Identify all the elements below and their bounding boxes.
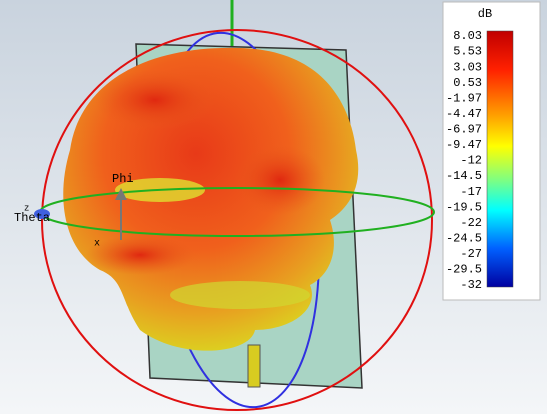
lobe-null bbox=[170, 281, 310, 309]
x-label: x bbox=[94, 239, 100, 250]
legend-label: -22 bbox=[460, 216, 482, 230]
legend-label: -1.97 bbox=[446, 91, 482, 105]
phi-label: Phi bbox=[112, 172, 134, 186]
lobe-highlight bbox=[85, 235, 195, 275]
legend-label: -4.47 bbox=[446, 107, 482, 121]
legend-label: -9.47 bbox=[446, 138, 482, 152]
legend-label: 5.53 bbox=[453, 45, 482, 59]
z-label: z bbox=[24, 203, 29, 213]
color-bar bbox=[486, 30, 514, 288]
legend-label: -29.5 bbox=[446, 263, 482, 277]
legend-label: 8.03 bbox=[453, 29, 482, 43]
legend-label: -14.5 bbox=[446, 169, 482, 183]
theta-marker bbox=[34, 209, 50, 219]
legend-label: 3.03 bbox=[453, 60, 482, 74]
legend-label: -24.5 bbox=[446, 231, 482, 245]
lobe-highlight bbox=[235, 145, 325, 215]
legend-label: -27 bbox=[460, 247, 482, 261]
feed-line bbox=[247, 344, 261, 388]
legend-label: 0.53 bbox=[453, 76, 482, 90]
legend-label: -17 bbox=[460, 185, 482, 199]
theta-circle bbox=[41, 29, 433, 411]
lobe-highlight bbox=[95, 70, 215, 130]
color-legend: dB 8.03 5.533.03 0.53-1.97 -4.47 -6.97-9.47 -… bbox=[442, 1, 541, 301]
legend-label: -19.5 bbox=[446, 200, 482, 214]
legend-unit: dB bbox=[478, 7, 492, 21]
legend-label: -6.97 bbox=[446, 123, 482, 137]
legend-label: -32 bbox=[460, 278, 482, 292]
theta-label: Theta bbox=[14, 211, 50, 225]
phi-arrow-head bbox=[115, 188, 127, 200]
legend-label: -12 bbox=[460, 154, 482, 168]
